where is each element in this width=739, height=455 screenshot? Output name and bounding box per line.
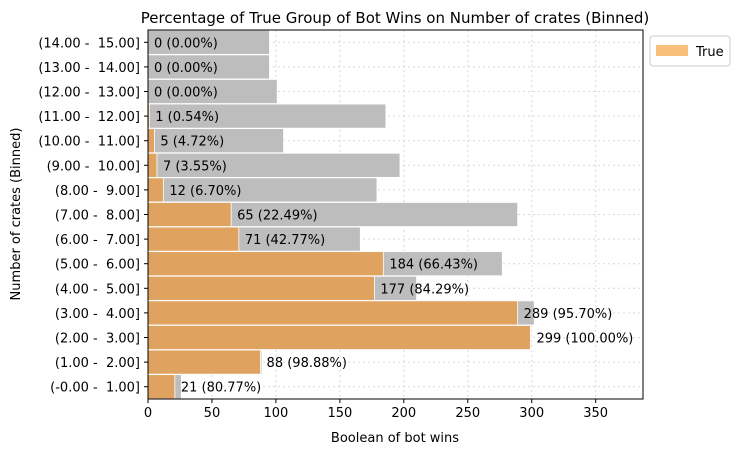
y-tick-label: (1.00 - 2.00] — [55, 356, 140, 371]
bar-label: 184 (66.43%) — [389, 258, 478, 273]
bar-true — [147, 251, 384, 277]
y-tick-label: (12.00 - 13.00] — [38, 86, 140, 101]
bar-true — [147, 374, 176, 400]
bar-true — [147, 349, 261, 375]
bar-label: 0 (0.00%) — [154, 36, 218, 51]
y-tick-label: (8.00 - 9.00] — [55, 184, 140, 199]
y-tick-label: (5.00 - 6.00] — [55, 258, 140, 273]
bar-true — [147, 128, 155, 154]
bar-label: 12 (6.70%) — [169, 184, 241, 199]
bar-total — [147, 103, 387, 129]
y-tick-label: (7.00 - 8.00] — [55, 209, 140, 224]
y-tick-label: (6.00 - 7.00] — [55, 233, 140, 248]
y-axis: (-0.00 - 1.00] (1.00 - 2.00] (2.00 - 3.00]… — [38, 36, 148, 396]
y-tick-label: (2.00 - 3.00] — [55, 332, 140, 347]
bar-true — [147, 177, 164, 203]
y-axis-label: Number of crates (Binned) — [9, 128, 24, 301]
legend-swatch-true — [656, 45, 688, 56]
bar-label: 88 (98.88%) — [267, 356, 347, 371]
x-tick-label: 50 — [204, 406, 221, 421]
bar-label: 0 (0.00%) — [154, 86, 218, 101]
legend-frame — [649, 35, 731, 67]
x-tick-label: 0 — [144, 406, 152, 421]
x-tick-label: 250 — [455, 406, 480, 421]
bar-label: 289 (95.70%) — [524, 307, 613, 322]
bar-label: 21 (80.77%) — [181, 381, 261, 396]
chart-title: Percentage of True Group of Bot Wins on … — [141, 9, 649, 27]
bar-label: 0 (0.00%) — [154, 61, 218, 76]
bar-true — [147, 152, 158, 178]
x-tick-label: 350 — [583, 406, 608, 421]
y-tick-label: (14.00 - 15.00] — [38, 36, 140, 51]
bar-total — [147, 177, 378, 203]
x-tick-label: 150 — [327, 406, 352, 421]
bar-true — [147, 226, 240, 252]
x-tick-label: 200 — [391, 406, 416, 421]
legend-label-true: True — [695, 45, 724, 60]
bar-total — [147, 128, 284, 154]
bar-true — [147, 300, 519, 326]
x-axis: 0 50 100 150 200 250 300 350 — [144, 399, 608, 421]
x-tick-label: 100 — [263, 406, 288, 421]
bar-total — [147, 79, 278, 104]
y-tick-label: (11.00 - 12.00] — [38, 110, 140, 125]
bar-label: 1 (0.54%) — [155, 110, 219, 125]
x-tick-label: 300 — [519, 406, 544, 421]
y-tick-label: (10.00 - 11.00] — [38, 135, 140, 150]
y-tick-label: (13.00 - 14.00] — [38, 61, 140, 76]
bar-label: 299 (100.00%) — [536, 332, 633, 347]
bar-true — [147, 275, 375, 301]
bar-label: 5 (4.72%) — [160, 135, 224, 150]
x-axis-label: Boolean of bot wins — [331, 431, 459, 446]
y-tick-label: (3.00 - 4.00] — [55, 307, 140, 322]
legend: True — [649, 35, 731, 67]
bar-label: 7 (3.55%) — [163, 159, 227, 174]
y-tick-label: (4.00 - 5.00] — [55, 282, 140, 297]
bar-total — [147, 54, 270, 80]
y-tick-label: (9.00 - 10.00] — [47, 159, 140, 174]
bar-label: 177 (84.29%) — [380, 282, 469, 297]
bar-true — [147, 202, 232, 227]
bar-label: 71 (42.77%) — [245, 233, 325, 248]
bar-label: 65 (22.49%) — [237, 209, 317, 224]
bars: 21 (80.77%) 88 (98.88%) 299 (100.00%) 289 (… — [147, 29, 633, 400]
y-tick-label: (-0.00 - 1.00] — [50, 381, 140, 396]
bar-true — [147, 325, 531, 350]
